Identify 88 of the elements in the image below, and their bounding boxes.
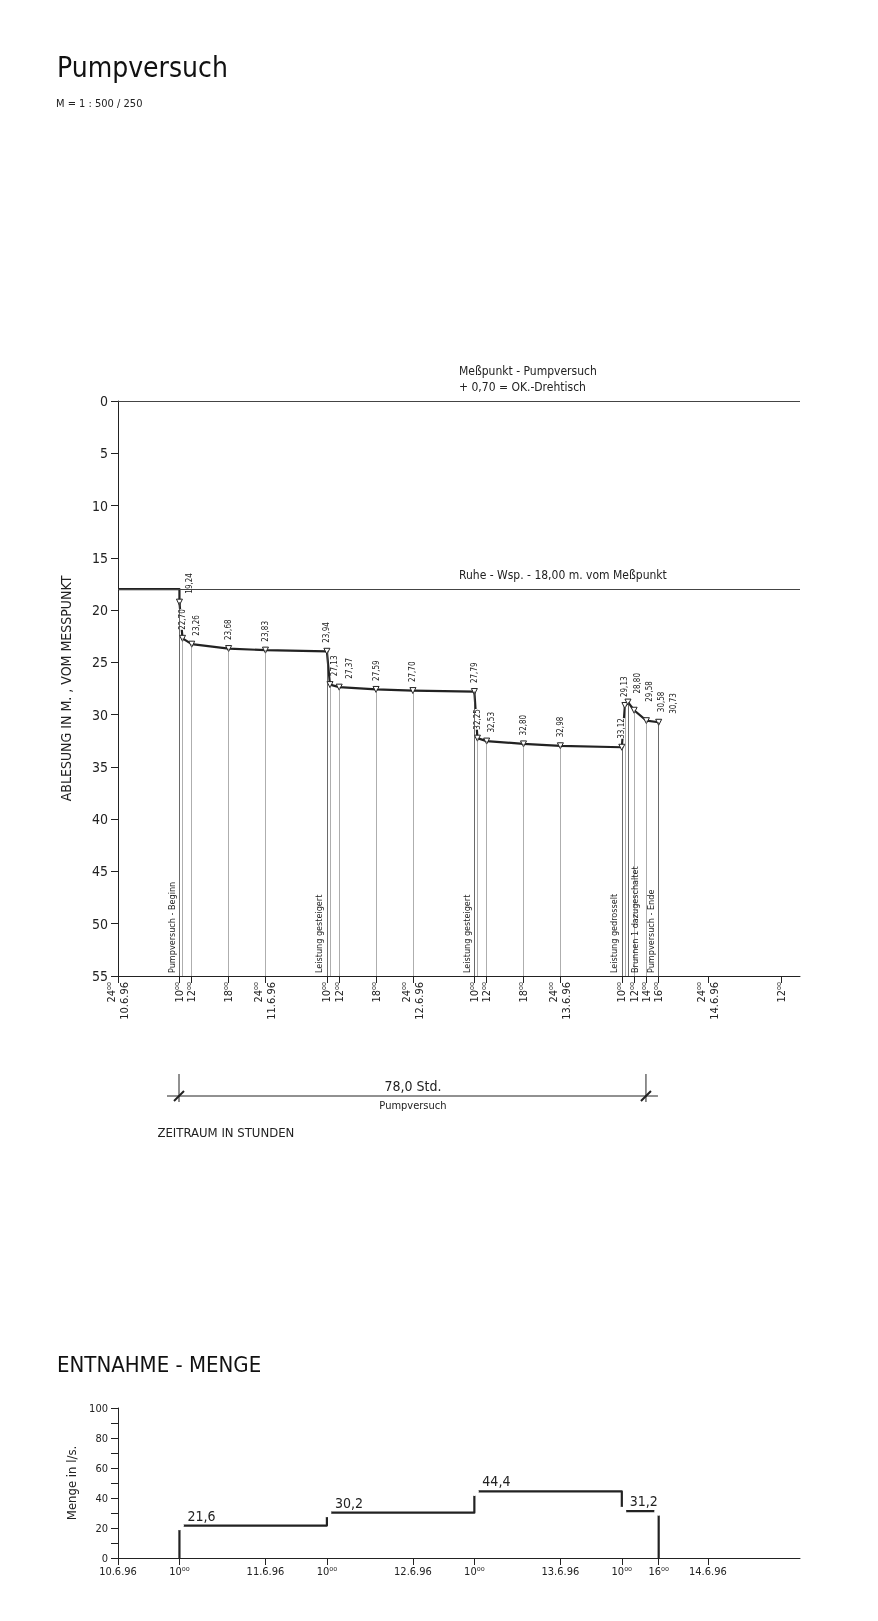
x-tick-label: 24⁰⁰ 11.6.96 xyxy=(252,981,279,1020)
ref-line-label: Leistung gedrosselt xyxy=(609,893,620,973)
y-tick-label: 15 xyxy=(91,549,108,566)
x-tick-label: 24⁰⁰ 12.6.96 xyxy=(399,981,426,1020)
data-label: 33,12 xyxy=(617,718,627,739)
data-label: 23,26 xyxy=(192,614,202,636)
y-tick-label: 0 xyxy=(101,1551,108,1565)
ref-line-label: Meßpunkt - Pumpversuch + 0,70 = OK.-Drehtisch xyxy=(459,364,597,394)
x-tick-label: 10⁰⁰ xyxy=(611,1565,633,1578)
y-tick-label: 20 xyxy=(91,602,108,619)
ref-line-label: Ruhe - Wsp. - 18,00 m. vom Meßpunkt xyxy=(459,568,667,583)
x-tick-label: 12⁰⁰ xyxy=(627,981,641,1003)
data-label: 32,25 xyxy=(472,709,482,730)
y-tick-label: 40 xyxy=(95,1491,108,1505)
x-tick-label: 24⁰⁰ 14.6.96 xyxy=(694,981,721,1020)
data-label: 29,58 xyxy=(644,680,654,702)
x-tick-label: 10⁰⁰ xyxy=(467,981,481,1003)
data-label: 30,2 xyxy=(334,1494,363,1511)
chart-title: ENTNAHME - MENGE xyxy=(57,1351,262,1377)
data-label: 23,68 xyxy=(224,619,234,641)
chart-subtitle: M = 1 : 500 / 250 xyxy=(56,97,143,110)
ref-line-label: Brunnen 1 dazugeschaltet xyxy=(630,866,641,973)
ref-line-label: Leistung gesteigert xyxy=(314,894,325,973)
y-tick-label: 45 xyxy=(91,863,108,880)
x-tick-label: 10⁰⁰ xyxy=(169,1565,190,1578)
x-tick-label: 18⁰⁰ xyxy=(369,981,383,1003)
data-label: 27,37 xyxy=(344,658,354,679)
text: 78,0 Std. xyxy=(384,1078,442,1094)
x-tick-label: 13.6.96 xyxy=(541,1565,580,1578)
ref-line-label: Pumpversuch - Beginn xyxy=(166,881,177,973)
data-label: 44,4 xyxy=(482,1473,511,1490)
x-tick-label: 10.6.96 xyxy=(99,1565,137,1578)
data-label: 27,59 xyxy=(371,659,381,681)
y-tick-label: 25 xyxy=(91,654,108,671)
y-tick-label: 50 xyxy=(91,915,108,932)
data-label: 28,80 xyxy=(633,672,643,694)
y-tick-label: 60 xyxy=(95,1461,108,1475)
y-tick-label: 40 xyxy=(91,811,108,828)
x-tick-label: 24⁰⁰ 13.6.96 xyxy=(547,981,574,1020)
x-tick-label: 10⁰⁰ xyxy=(320,981,334,1003)
x-tick-label: 14.6.96 xyxy=(688,1565,727,1578)
data-label: 31,2 xyxy=(629,1493,658,1510)
x-tick-label: 12⁰⁰ xyxy=(775,981,789,1003)
text: Pumpversuch xyxy=(379,1099,447,1112)
y-tick-label: 10 xyxy=(91,497,108,514)
x-tick-label: 24⁰⁰ 10.6.96 xyxy=(105,981,131,1020)
x-tick-label: 10⁰⁰ xyxy=(615,981,629,1003)
x-tick-label: 12⁰⁰ xyxy=(480,981,494,1003)
x-tick-label: 12⁰⁰ xyxy=(332,981,346,1003)
y-tick-label: 0 xyxy=(99,393,108,409)
data-label: 27,79 xyxy=(469,662,479,684)
data-label: 23,94 xyxy=(322,621,332,643)
ref-line-label: Leistung gesteigert xyxy=(461,894,472,973)
y-tick-label: 55 xyxy=(91,968,108,984)
x-tick-label: 12.6.96 xyxy=(394,1565,432,1578)
x-tick-label: 16⁰⁰ xyxy=(648,1565,669,1578)
data-label: 29,13 xyxy=(620,676,630,698)
y-tick-label: 100 xyxy=(89,1401,108,1415)
y-tick-label: 35 xyxy=(91,758,108,775)
x-tick-label: 14⁰⁰ xyxy=(639,981,653,1003)
text: Pumpversuch xyxy=(57,50,228,84)
data-label: 32,80 xyxy=(519,714,529,736)
x-tick-label: 18⁰⁰ xyxy=(222,981,236,1003)
data-label: 22,70 xyxy=(178,608,188,630)
x-tick-label: 10⁰⁰ xyxy=(464,1565,485,1578)
data-label: 30,73 xyxy=(669,693,679,714)
x-tick-label: 11.6.96 xyxy=(246,1565,285,1578)
ref-line-label: Pumpversuch - Ende xyxy=(646,889,657,973)
data-label: 19,24 xyxy=(184,572,194,594)
y-tick-label: 80 xyxy=(95,1431,108,1445)
data-label: 27,70 xyxy=(408,661,418,683)
x-axis-title: ZEITRAUM IN STUNDEN xyxy=(157,1125,295,1140)
y-axis-title: ABLESUNG IN M. , VOM MESSPUNKT xyxy=(58,575,74,802)
data-label: 30,58 xyxy=(656,691,666,713)
x-tick-label: 12⁰⁰ xyxy=(185,981,199,1003)
x-tick-label: 16⁰⁰ xyxy=(652,981,666,1003)
data-label: 32,53 xyxy=(487,711,497,733)
data-label: 21,6 xyxy=(187,1507,216,1524)
data-label: 32,98 xyxy=(555,716,565,738)
y-axis-title: Menge in l/s. xyxy=(64,1445,80,1521)
y-tick-label: 20 xyxy=(95,1521,108,1535)
data-label: 27,13 xyxy=(330,655,340,677)
x-tick-label: 18⁰⁰ xyxy=(517,981,531,1003)
y-tick-label: 5 xyxy=(99,445,108,462)
y-tick-label: 30 xyxy=(91,706,108,723)
data-label: 23,83 xyxy=(260,621,270,642)
x-tick-label: 10⁰⁰ xyxy=(172,981,186,1003)
x-tick-label: 10⁰⁰ xyxy=(316,1565,338,1578)
